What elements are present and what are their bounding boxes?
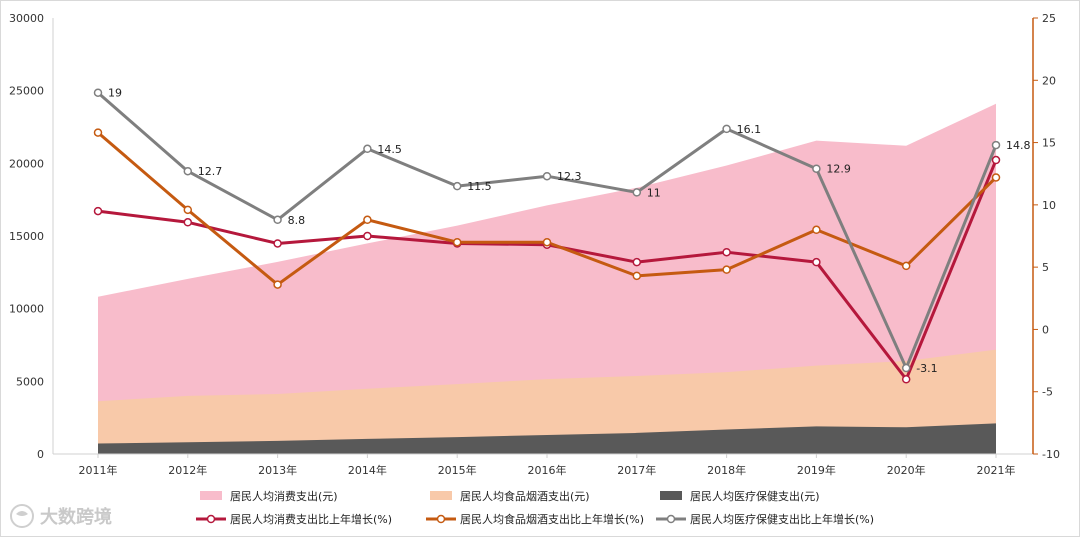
line-2-point <box>183 205 193 215</box>
right-y-tick-label: 15 <box>1042 137 1056 150</box>
x-tick-label: 2014年 <box>348 463 387 477</box>
line-3-point <box>273 215 282 225</box>
line-2-point <box>812 225 821 235</box>
x-tick-label: 2021年 <box>977 463 1016 477</box>
right-y-tick-label: 0 <box>1042 323 1049 336</box>
line-2-point <box>452 237 462 247</box>
line-2-point <box>632 271 642 281</box>
line-1-point <box>363 231 372 241</box>
data-label: 14.5 <box>377 143 402 156</box>
legend-swatch <box>200 491 222 500</box>
line-3-point <box>183 166 193 176</box>
line-3-point <box>812 164 821 173</box>
right-y-tick-label: 25 <box>1042 12 1056 25</box>
x-tick-label: 2020年 <box>887 463 926 477</box>
line-3-point <box>632 188 642 197</box>
data-label: 14.8 <box>1006 139 1031 152</box>
x-tick-label: 2019年 <box>797 463 836 477</box>
line-1-point <box>632 257 642 267</box>
line-1-point <box>991 155 1001 165</box>
x-tick-label: 2012年 <box>168 463 207 477</box>
line-3-point <box>363 144 372 154</box>
line-1-point <box>722 247 731 257</box>
right-y-tick-label: 5 <box>1042 261 1049 274</box>
data-label: 16.1 <box>737 123 762 136</box>
line-3-point <box>991 140 1001 150</box>
right-y-tick-label: 10 <box>1042 199 1056 212</box>
line-3-point <box>452 181 462 191</box>
line-2-point <box>93 128 103 137</box>
bird-logo-icon-shape <box>16 511 28 516</box>
line-2-point <box>991 173 1001 182</box>
legend-label: 居民人均食品烟酒支出比上年增长(%) <box>460 512 644 526</box>
line-2-point <box>273 280 282 289</box>
data-label: -3.1 <box>916 362 937 375</box>
left-y-tick-label: 25000 <box>9 85 44 98</box>
data-label: 12.3 <box>557 170 582 183</box>
legend-label: 居民人均食品烟酒支出(元) <box>460 489 590 503</box>
legend-marker <box>666 514 676 524</box>
line-1-point <box>812 257 821 267</box>
line-1-point <box>93 206 103 216</box>
area-series-3 <box>98 423 996 454</box>
legend-label: 居民人均医疗保健支出(元) <box>690 489 820 503</box>
bird-logo-icon <box>10 504 34 528</box>
line-3-point <box>542 171 552 181</box>
legend-swatch <box>660 491 682 500</box>
x-tick-label: 2011年 <box>79 463 118 477</box>
data-label: 11.5 <box>467 180 492 193</box>
watermark-text: 大数跨境 <box>40 506 112 528</box>
data-label: 11 <box>647 186 661 199</box>
x-tick-label: 2015年 <box>438 463 477 477</box>
right-y-tick-label: -5 <box>1042 386 1053 399</box>
line-2-point <box>363 215 372 225</box>
watermark: 大数跨境 <box>10 504 112 528</box>
data-label: 12.9 <box>826 163 851 176</box>
area-series-1 <box>98 103 996 454</box>
legend-marker <box>436 514 446 524</box>
x-tick-label: 2017年 <box>617 463 656 477</box>
data-label: 19 <box>108 87 122 100</box>
left-y-tick-label: 15000 <box>9 230 44 243</box>
line-2-point <box>542 237 552 247</box>
right-y-tick-label: 20 <box>1042 74 1056 87</box>
x-tick-label: 2013年 <box>258 463 297 477</box>
x-tick-label: 2016年 <box>528 463 567 477</box>
legend-label: 居民人均消费支出比上年增长(%) <box>230 512 392 526</box>
line-3-point <box>722 124 731 134</box>
left-y-tick-label: 5000 <box>16 375 44 388</box>
line-3-point <box>93 88 103 97</box>
data-label: 12.7 <box>198 165 223 178</box>
left-y-tick-label: 20000 <box>9 157 44 170</box>
line-1-point <box>901 375 911 384</box>
left-y-tick-label: 0 <box>37 448 44 461</box>
left-y-tick-label: 30000 <box>9 12 44 25</box>
data-label: 8.8 <box>288 214 306 227</box>
legend-label: 居民人均消费支出(元) <box>230 489 338 503</box>
left-y-tick-label: 10000 <box>9 303 44 316</box>
line-3-point <box>901 363 911 373</box>
legend-label: 居民人均医疗保健支出比上年增长(%) <box>690 512 874 526</box>
line-2-point <box>722 265 731 274</box>
line-1-point <box>273 239 282 248</box>
line-1-point <box>183 218 193 227</box>
x-tick-label: 2018年 <box>707 463 746 477</box>
line-2-point <box>901 261 911 271</box>
legend-marker <box>206 514 216 524</box>
legend-swatch <box>430 491 452 500</box>
right-y-tick-label: -10 <box>1042 448 1060 461</box>
